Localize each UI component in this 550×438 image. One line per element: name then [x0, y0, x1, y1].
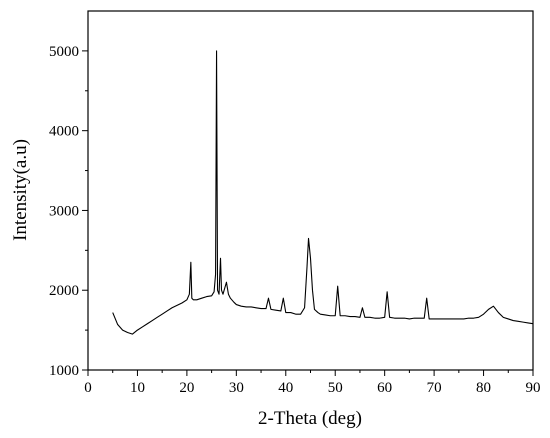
x-tick-label: 80	[476, 380, 491, 396]
x-tick-label: 60	[377, 380, 392, 396]
y-tick-label: 1000	[49, 363, 79, 379]
y-tick-label: 5000	[49, 44, 79, 60]
x-tick-label: 20	[179, 380, 194, 396]
x-axis-title: 2-Theta (deg)	[258, 408, 362, 429]
x-tick-label: 40	[278, 380, 293, 396]
x-tick-label: 90	[526, 380, 541, 396]
x-tick-label: 0	[84, 380, 92, 396]
y-tick-label: 3000	[49, 203, 79, 219]
x-tick-label: 30	[229, 380, 244, 396]
y-axis-title: Intensity(a.u)	[10, 139, 31, 241]
xrd-series-line	[112, 50, 534, 335]
x-tick-label: 50	[328, 380, 343, 396]
y-tick-label: 4000	[49, 124, 79, 140]
x-tick-label: 10	[130, 380, 145, 396]
x-tick-label: 70	[427, 380, 442, 396]
plot-frame	[87, 10, 534, 371]
x-axis-ticks: 0 10 20 30 40 50 60 70 80 90	[84, 370, 541, 396]
y-axis-ticks: 1000 2000 3000 4000 5000	[49, 44, 88, 379]
y-tick-label: 2000	[49, 283, 79, 299]
